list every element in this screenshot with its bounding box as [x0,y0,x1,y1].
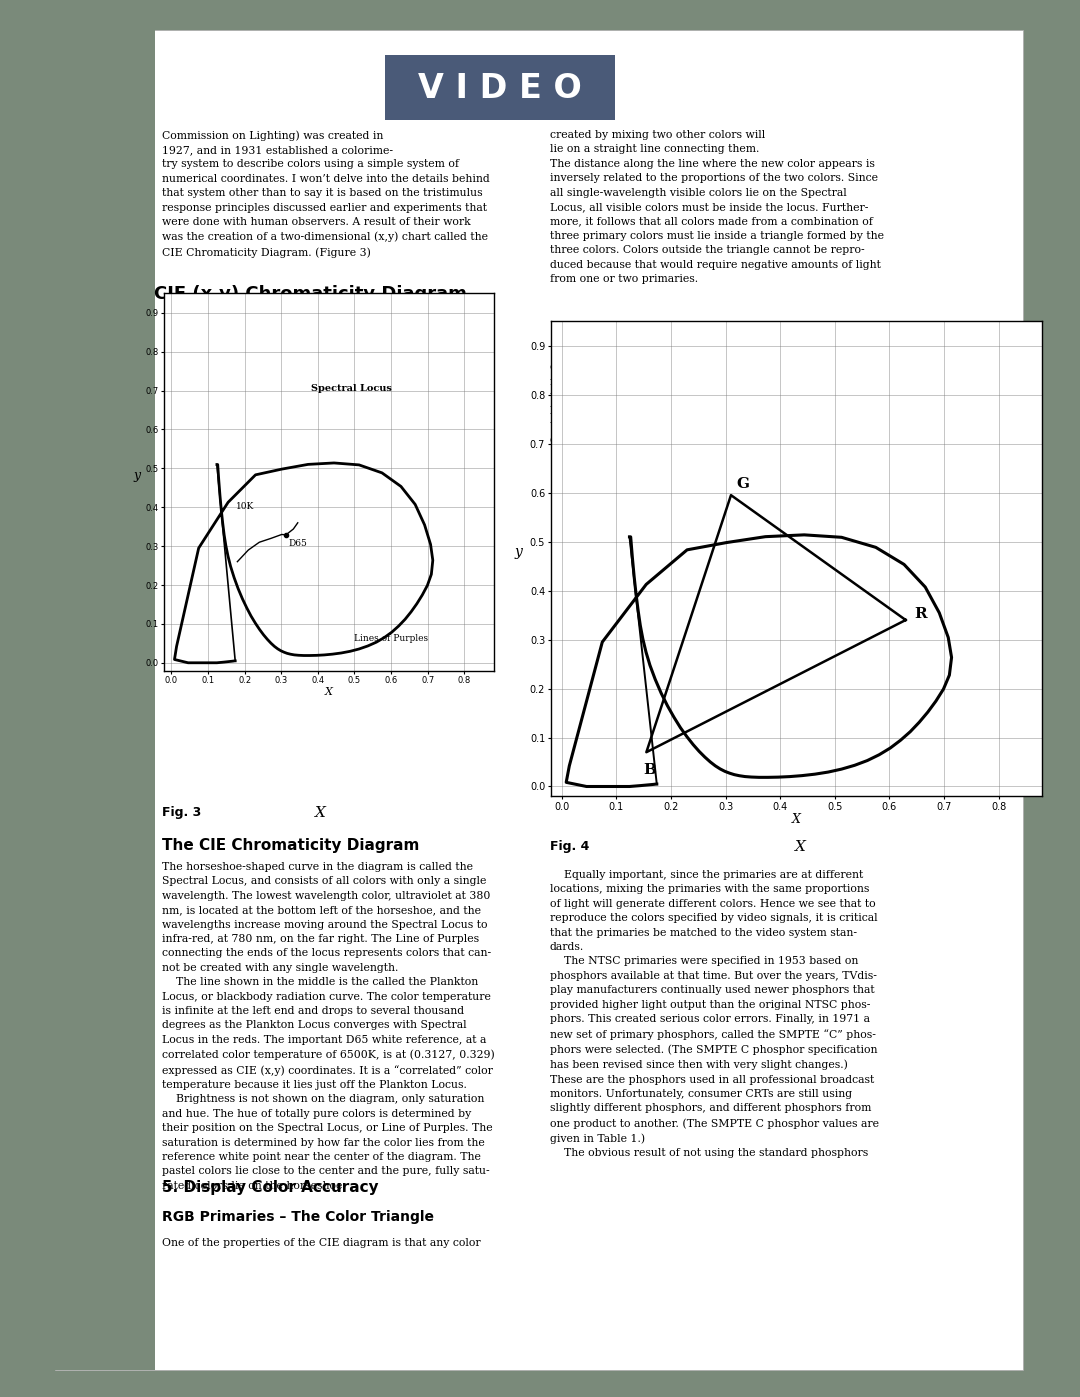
Y-axis label: y: y [515,545,523,559]
Text: The red, green, and blue primaries of video systems are
chosen to enclose a reas: The red, green, and blue primaries of vi… [550,348,880,446]
Text: X: X [795,840,806,854]
Text: Commission on Lighting) was created in
1927, and in 1931 established a colorime-: Commission on Lighting) was created in 1… [162,130,489,257]
Text: D65: D65 [288,539,308,548]
Text: One of the properties of the CIE diagram is that any color: One of the properties of the CIE diagram… [162,1238,481,1248]
Text: Fig. 4: Fig. 4 [550,840,590,854]
Y-axis label: y: y [134,469,140,482]
Text: X: X [314,806,325,820]
Text: RGB Primaries – The Color Triangle: RGB Primaries – The Color Triangle [162,1210,434,1224]
FancyBboxPatch shape [55,29,1023,1370]
Text: created by mixing two other colors will
lie on a straight line connecting them.
: created by mixing two other colors will … [550,130,885,284]
Text: Fig. 3: Fig. 3 [162,806,201,819]
Text: 5. Display Color Accuracy: 5. Display Color Accuracy [162,1180,379,1194]
Text: Equally important, since the primaries are at different
locations, mixing the pr: Equally important, since the primaries a… [550,870,879,1158]
Text: CIE (x,y) Chromaticity Diagram: CIE (x,y) Chromaticity Diagram [153,285,467,303]
Text: G: G [737,476,750,490]
Text: B: B [644,763,657,777]
X-axis label: X: X [325,686,333,697]
X-axis label: X: X [792,813,801,826]
Text: 10K: 10K [235,502,254,511]
Text: The CIE Chromaticity Diagram: The CIE Chromaticity Diagram [162,838,419,854]
Text: Spectral Locus: Spectral Locus [311,384,391,393]
Text: V I D E O: V I D E O [418,71,582,105]
FancyBboxPatch shape [384,54,615,120]
FancyBboxPatch shape [55,29,156,1370]
Text: Lines of Purples: Lines of Purples [354,634,429,644]
Text: CIE (x,y) Chromaticity Diagram: CIE (x,y) Chromaticity Diagram [653,386,967,402]
Text: The horseshoe-shaped curve in the diagram is called the
Spectral Locus, and cons: The horseshoe-shaped curve in the diagra… [162,862,495,1190]
Text: R: R [914,606,927,620]
